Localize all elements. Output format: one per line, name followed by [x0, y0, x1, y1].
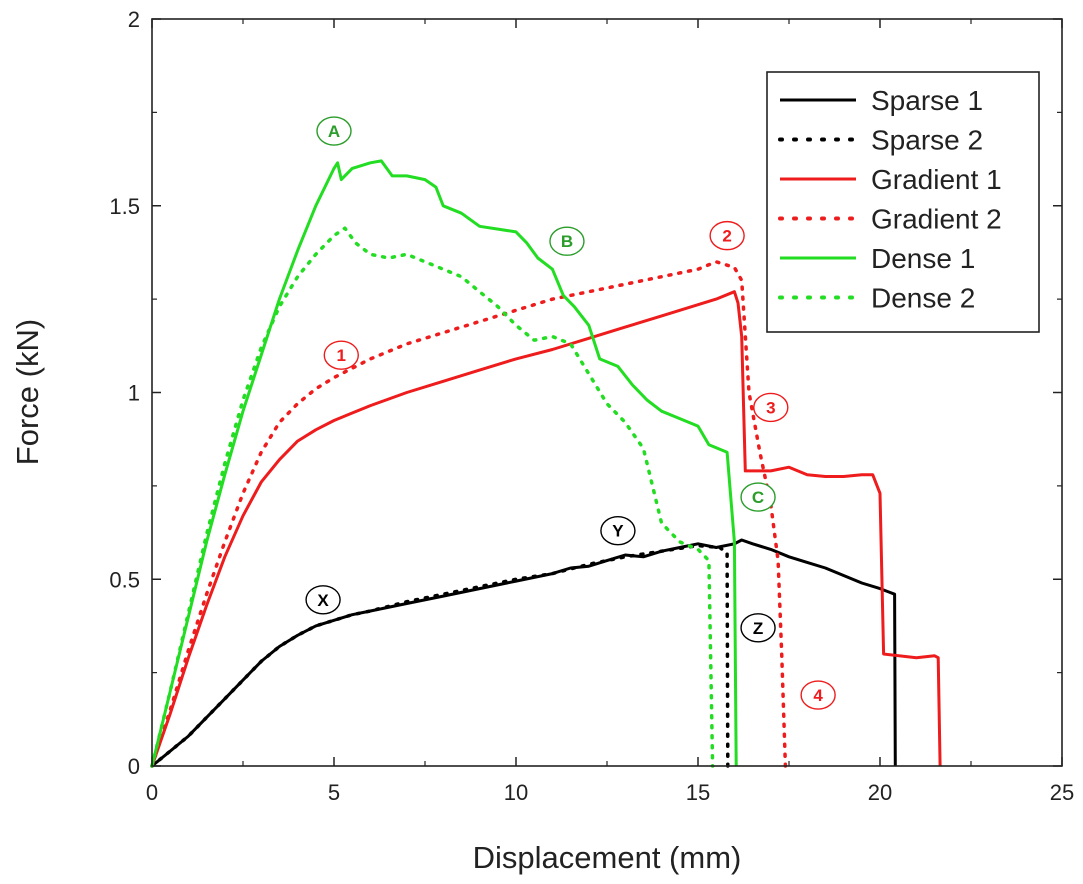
legend-label-sparse-2: Sparse 2 — [871, 125, 983, 156]
annotation-y: Y — [600, 515, 636, 546]
x-tick-label: 5 — [328, 780, 340, 805]
annotation-z: Z — [740, 613, 776, 643]
annotation-label: C — [752, 488, 764, 507]
annotation-label: X — [317, 591, 329, 610]
x-tick-label: 10 — [504, 780, 528, 805]
legend-label-dense-2: Dense 2 — [871, 283, 975, 314]
annotation-circle — [316, 116, 352, 146]
y-tick-label: 0.5 — [109, 567, 140, 592]
series-line-gradient-2 — [150, 260, 788, 768]
x-tick-label: 20 — [868, 780, 892, 805]
annotation-circle — [740, 613, 776, 643]
x-tick-label: 25 — [1050, 780, 1074, 805]
series-line-dense-1 — [150, 159, 738, 767]
annotation-circle — [305, 585, 341, 615]
series-line-gradient-1 — [150, 290, 942, 767]
annotation-circle — [323, 340, 359, 370]
annotation-label: A — [328, 122, 340, 141]
annotation-circle — [549, 226, 585, 256]
x-axis-title: Displacement (mm) — [473, 840, 742, 875]
annotation-4: 4 — [800, 680, 836, 710]
annotation-circle — [740, 482, 776, 512]
y-tick-label: 1.5 — [109, 194, 140, 219]
annotation-label: Z — [753, 619, 763, 638]
annotation-2: 2 — [709, 220, 745, 251]
legend: Sparse 1 Sparse 2 Gradient 1 Gradient 2 Dens… — [766, 71, 1040, 333]
annotation-c: C — [740, 482, 776, 512]
annotation-label: Y — [612, 522, 624, 541]
legend-box — [766, 71, 1040, 333]
annotation-circle — [600, 515, 636, 546]
legend-label-gradient-1: Gradient 1 — [871, 164, 1002, 195]
annotation-a: A — [316, 116, 352, 146]
y-tick-label: 2 — [128, 7, 140, 32]
annotation-3: 3 — [753, 392, 789, 423]
annotation-circle — [709, 220, 745, 251]
y-tick-label: 1 — [128, 381, 140, 406]
annotation-circle — [753, 392, 789, 423]
series-line-sparse-1 — [151, 538, 897, 768]
annotation-label: 4 — [813, 686, 823, 705]
series-line-sparse-2 — [150, 543, 730, 768]
annotation-label: B — [561, 232, 573, 251]
legend-label-dense-1: Dense 1 — [871, 243, 975, 274]
annotation-label: 2 — [722, 227, 731, 246]
series-line-dense-2 — [150, 226, 715, 768]
annotation-label: 3 — [766, 398, 775, 417]
x-tick-label: 15 — [686, 780, 710, 805]
x-tick-label: 0 — [146, 780, 158, 805]
y-tick-label: 0 — [128, 754, 140, 779]
annotation-b: B — [549, 226, 585, 256]
annotation-circle — [800, 680, 836, 710]
legend-label-sparse-1: Sparse 1 — [871, 85, 983, 116]
legend-label-gradient-2: Gradient 2 — [871, 204, 1002, 235]
annotation-1: 1 — [323, 340, 359, 370]
plot-frame — [151, 18, 1063, 767]
y-axis-title: Force (kN) — [10, 319, 45, 465]
annotation-label: 1 — [337, 346, 346, 365]
annotation-x: X — [305, 585, 341, 615]
